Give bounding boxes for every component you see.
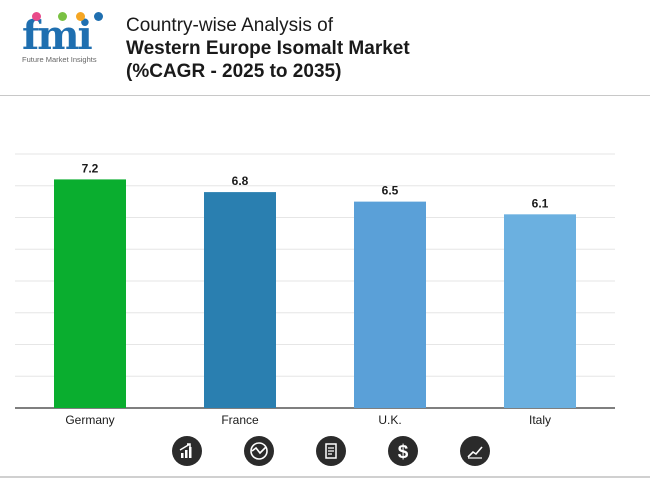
chart-circle-icon[interactable] [244, 436, 274, 466]
data-label: 7.2 [82, 161, 99, 175]
bar-germany[interactable] [54, 179, 126, 408]
header-divider [0, 95, 650, 96]
report-icon[interactable] [316, 436, 346, 466]
logo-dot-icon [58, 12, 67, 21]
bar-france[interactable] [204, 192, 276, 408]
logo-dot-icon [76, 12, 85, 21]
data-label: 6.8 [232, 174, 249, 188]
x-tick-label: Italy [529, 413, 551, 427]
bar-growth-icon[interactable] [172, 436, 202, 466]
title-line-1: Country-wise Analysis of [126, 15, 333, 36]
logo-wordmark: fmi [22, 12, 93, 59]
svg-text:$: $ [398, 442, 409, 463]
x-tick-label: U.K. [378, 413, 401, 427]
footer-divider [0, 476, 650, 478]
data-label: 6.1 [532, 196, 549, 210]
fmi-logo: fmi Future Market Insights [22, 10, 112, 70]
bar-italy[interactable] [504, 214, 576, 408]
bar-chart: 7.2 Germany 6.8 France 6.5 U.K. 6.1 Italy [15, 153, 615, 427]
header: fmi Future Market Insights Country-wise … [0, 0, 650, 95]
x-tick-label: France [221, 413, 259, 427]
trend-line-icon[interactable] [460, 436, 490, 466]
dollar-icon[interactable]: $ [388, 436, 418, 466]
logo-dot-icon [32, 12, 41, 21]
x-tick-label: Germany [65, 413, 114, 427]
bar-u-k[interactable] [354, 201, 426, 408]
data-label: 6.5 [382, 184, 399, 198]
logo-dot-icon [94, 12, 103, 21]
page-title: Country-wise Analysis of Western Europe … [126, 14, 410, 83]
title-line-2: Western Europe Isomalt Market [126, 38, 410, 59]
logo-tagline: Future Market Insights [22, 55, 97, 64]
title-line-3: (%CAGR - 2025 to 2035) [126, 61, 342, 82]
footer-icon-row: $ [0, 436, 650, 468]
